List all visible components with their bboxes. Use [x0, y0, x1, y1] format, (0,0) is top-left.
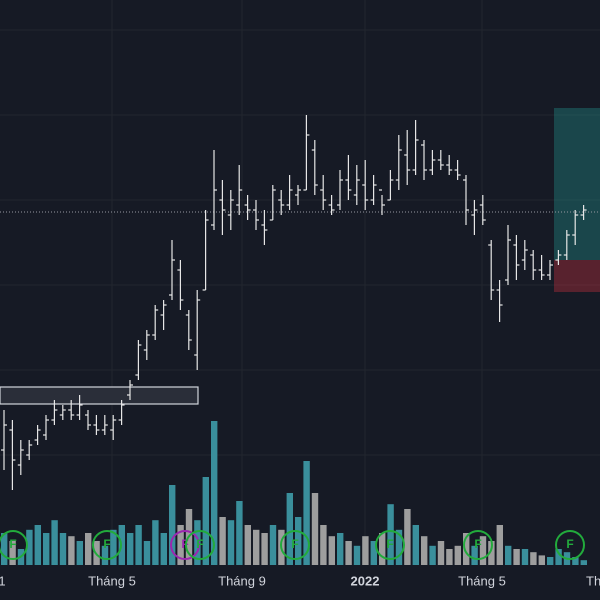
volume-bar: [286, 493, 293, 565]
event-marker: [375, 530, 405, 560]
x-tick-label: Th: [586, 573, 600, 588]
volume-bar: [387, 504, 394, 565]
volume-bar: [379, 533, 386, 565]
volume-bar: [110, 529, 117, 565]
event-label: F: [181, 537, 188, 551]
volume-bar: [43, 533, 50, 565]
event-label: F: [9, 537, 16, 551]
volume-bar: [152, 520, 159, 565]
x-tick-label: Tháng 5: [88, 573, 136, 588]
event-label: F: [386, 537, 393, 551]
event-label: F: [566, 537, 573, 551]
x-tick-label: 1: [0, 573, 6, 588]
target-zone: [554, 108, 600, 260]
event-marker: [0, 530, 28, 560]
volume-bar: [547, 557, 554, 565]
event-marker: [170, 530, 200, 560]
volume-bar: [68, 536, 75, 565]
x-tick-label: Tháng 9: [218, 573, 266, 588]
volume-bar: [244, 525, 251, 565]
volume-bar: [177, 525, 184, 565]
volume-bar: [572, 557, 579, 565]
volume-bar: [211, 421, 218, 565]
volume-bar: [353, 545, 361, 565]
volume-bar: [160, 533, 167, 565]
volume-bar: [76, 541, 83, 565]
volume-bar: [429, 545, 436, 565]
volume-bar: [580, 560, 587, 565]
volume-bar: [555, 549, 562, 565]
event-label: F: [196, 537, 203, 551]
volume-bar: [169, 485, 176, 565]
volume-bar: [311, 493, 319, 565]
event-marker: [185, 530, 215, 560]
volume-bar: [194, 520, 201, 565]
volume-bar: [236, 501, 243, 565]
volume-bar: [463, 533, 470, 565]
grid: [0, 29, 600, 456]
volume-bar: [404, 509, 411, 565]
x-tick-label: Tháng 5: [458, 573, 506, 588]
volume-bar: [253, 529, 260, 565]
event-marker: [555, 530, 585, 560]
volume-bar: [337, 533, 344, 565]
volume-bar: [446, 549, 453, 565]
volume-bar: [454, 545, 461, 565]
volume-bar: [143, 541, 151, 565]
event-marker: [92, 530, 122, 560]
volume-bar: [127, 533, 134, 565]
volume-bar: [521, 549, 529, 565]
volume-bar: [51, 520, 58, 565]
event-label: F: [291, 537, 298, 551]
volume-bar: [9, 541, 16, 565]
volume-bar: [471, 545, 478, 565]
volume-bar: [395, 529, 403, 565]
volume-bar: [219, 517, 226, 565]
volume-bar: [1, 533, 8, 565]
x-tick-label: 2022: [351, 573, 380, 588]
volume-bar: [135, 525, 142, 565]
volume-bar: [34, 525, 41, 565]
event-marker: [463, 530, 493, 560]
volume-bar: [362, 536, 369, 565]
volume-bar: [26, 529, 33, 565]
stop-zone: [554, 260, 600, 292]
volume-bar: [59, 533, 67, 565]
volume-bar: [227, 520, 235, 565]
volume-bar: [479, 536, 487, 565]
volume-bar: [538, 555, 545, 565]
volume-bar: [412, 525, 419, 565]
volume-bar: [295, 517, 302, 565]
volume-bar: [101, 545, 109, 565]
volume-bar: [320, 525, 327, 565]
volume-bar: [261, 533, 268, 565]
event-marker: [280, 530, 310, 560]
event-label: F: [103, 537, 110, 551]
volume-bar: [345, 541, 352, 565]
volume-bar: [513, 549, 520, 565]
volume-bar: [530, 552, 537, 565]
volume-bar: [85, 533, 92, 565]
volume-bar: [505, 545, 512, 565]
volume-bar: [328, 536, 335, 565]
zone-box: [0, 386, 199, 405]
volume-bar: [370, 541, 377, 565]
volume-bar: [202, 477, 209, 565]
volume-bar: [437, 541, 445, 565]
volume-bar: [269, 525, 277, 565]
volume-bar: [496, 525, 503, 565]
volume-bar: [488, 541, 495, 565]
volume-bar: [421, 536, 428, 565]
volume-bar: [303, 461, 310, 565]
event-label: F: [474, 537, 481, 551]
